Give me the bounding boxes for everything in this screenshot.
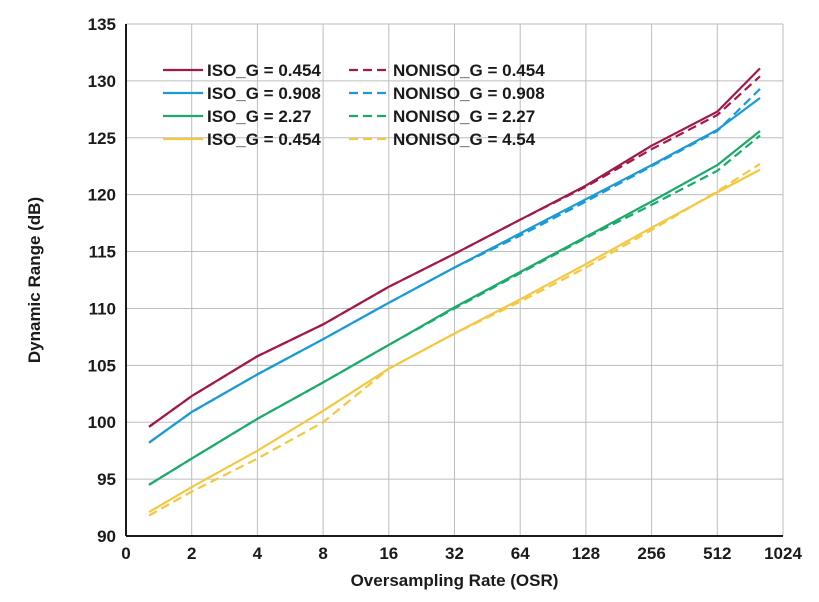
series-line-noniso-g-0-454-dashed: [148, 75, 761, 428]
y-tick-label: 90: [97, 527, 116, 546]
y-tick-label: 95: [97, 470, 116, 489]
y-tick-label: 135: [88, 15, 116, 34]
x-tick-label: 64: [511, 544, 530, 563]
tick-label-layer: 90 95 100 105 110 115 120 125 130 135 0 2 4 8 16 32 64 12…: [88, 15, 803, 563]
x-axis-title: Oversampling Rate (OSR): [351, 571, 559, 590]
x-tick-label: 16: [379, 544, 398, 563]
series-line-noniso-g-4-54-dashed: [148, 162, 761, 517]
x-tick-label: 1024: [764, 544, 802, 563]
series-line-noniso-g-2-27-dashed: [148, 134, 761, 486]
x-tick-label: 0: [121, 544, 130, 563]
x-tick-label: 128: [572, 544, 600, 563]
x-tick-label: 32: [445, 544, 464, 563]
y-axis-title: Dynamic Range (dB): [25, 197, 44, 363]
series-line-noniso-g-0-908-dashed: [148, 88, 761, 444]
legend-label: NONISO_G = 0.908: [393, 84, 545, 103]
y-tick-label: 115: [89, 243, 116, 262]
series-layer: [148, 67, 761, 517]
legend-label: NONISO_G = 2.27: [393, 107, 535, 126]
x-tick-label: 2: [187, 544, 196, 563]
x-tick-label: 8: [318, 544, 327, 563]
y-tick-label: 100: [88, 413, 116, 432]
legend-label: NONISO_G = 0.454: [393, 61, 545, 80]
y-tick-label: 110: [89, 299, 116, 318]
grid-layer: [126, 23, 784, 536]
y-tick-label: 120: [88, 186, 116, 205]
legend-label: ISO_G = 0.908: [207, 84, 321, 103]
x-tick-label: 256: [637, 544, 665, 563]
y-tick-label: 125: [88, 129, 116, 148]
x-tick-label: 512: [703, 544, 731, 563]
axis-layer: [125, 24, 783, 537]
legend-label: ISO_G = 2.27: [207, 107, 311, 126]
y-tick-label: 105: [88, 356, 116, 375]
legend-label: ISO_G = 0.454: [207, 130, 321, 149]
y-tick-label: 130: [88, 72, 116, 91]
legend-label: NONISO_G = 4.54: [393, 130, 536, 149]
legend: ISO_G = 0.454 ISO_G = 0.908 ISO_G = 2.27 IS…: [163, 61, 545, 149]
x-tick-label: 4: [253, 544, 263, 563]
legend-label: ISO_G = 0.454: [207, 61, 321, 80]
